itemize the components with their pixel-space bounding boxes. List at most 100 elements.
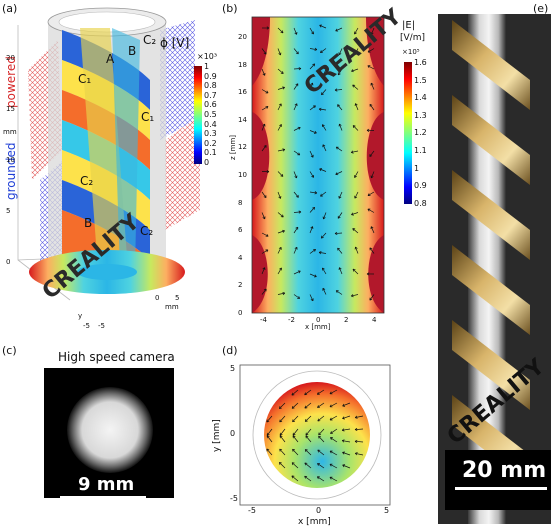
panel-c-letter: (c) (2, 344, 17, 357)
d-y-tick-2: -5 (230, 494, 238, 503)
field-arrow-head (297, 152, 301, 156)
field-arrow (261, 106, 269, 111)
xy-arrow-head (317, 405, 320, 408)
field-arrow (309, 48, 317, 51)
xy-arrow-head (329, 391, 333, 395)
field-arrow (309, 226, 313, 234)
xy-arrow-head (279, 419, 283, 423)
xy-arrow (279, 435, 286, 443)
field-arrow-head (335, 172, 339, 176)
field-arrow-head (266, 26, 270, 30)
label-C1-right: C₁ (141, 110, 155, 124)
phi-tick-6: 0.4 (204, 119, 217, 129)
xy-field-arrows (266, 389, 364, 482)
field-arrow (370, 171, 375, 179)
field-arrow-head (369, 247, 373, 251)
panel-d-xlabel: x [mm] (298, 517, 331, 527)
panel-b-ylabel: z [mm] (229, 135, 237, 160)
field-arrow-head (294, 175, 298, 179)
field-arrow (293, 171, 297, 179)
field-arrow-head (335, 28, 339, 32)
field-arrow (309, 294, 314, 301)
xy-arrow-head (354, 439, 358, 444)
field-arrow-head (367, 49, 371, 53)
field-arrow (293, 294, 300, 299)
xy-arrow (266, 448, 273, 456)
field-arrow (322, 288, 327, 295)
field-arrow (261, 48, 267, 55)
field-arrow (322, 144, 327, 152)
b-y-tick-4: 12 (238, 143, 247, 152)
b-y-tick-9: 2 (238, 281, 243, 290)
xy-arrow (342, 464, 351, 469)
xy-arrow (354, 428, 364, 430)
label-B-bottom: B (84, 216, 93, 230)
xy-arrow-head (266, 435, 270, 439)
xy-arrow-head (266, 419, 270, 423)
field-arrow (352, 125, 359, 131)
field-arrow (261, 191, 267, 198)
field-arrow-head (320, 50, 323, 54)
field-arrow-head (367, 65, 371, 69)
field-arrow-head (314, 191, 318, 195)
field-arrow (322, 267, 327, 275)
xy-arrow-head (330, 437, 333, 440)
field-arrow (323, 212, 327, 220)
phi-tick-8: 0.2 (204, 138, 217, 148)
field-arrow-head (278, 246, 282, 250)
field-arrow (293, 27, 297, 35)
xy-arrow-head (279, 432, 283, 436)
phi-tick-2: 0.8 (204, 81, 217, 91)
field-arrow (309, 273, 317, 278)
xy-arrow (279, 428, 286, 436)
field-arrow-head (265, 233, 269, 237)
field-arrow-head (322, 216, 326, 220)
powered-label: powered (4, 56, 18, 108)
field-arrow (352, 228, 359, 234)
xy-arrow-head (318, 435, 322, 439)
field-arrow-head (265, 106, 269, 109)
field-arrow (277, 247, 282, 254)
field-arrow-head (265, 90, 269, 94)
xy-arrow-head (342, 451, 345, 455)
field-arrow-head (322, 287, 326, 291)
xy-arrow-head (266, 448, 270, 452)
field-arrow-head (312, 206, 316, 210)
field-arrow (309, 207, 315, 213)
xy-arrow (292, 428, 299, 436)
xy-arrow (305, 415, 312, 422)
field-arrow (277, 191, 281, 199)
xy-arrow (329, 402, 338, 408)
field-arrow (293, 150, 301, 156)
field-arrow-head (310, 154, 314, 158)
field-arrow (277, 212, 284, 218)
xy-arrow (342, 440, 351, 443)
b-y-tick-3: 14 (238, 115, 247, 124)
field-arrow (309, 130, 317, 134)
xy-arrow (279, 402, 286, 409)
xy-arrow-head (291, 405, 295, 409)
panel-a-letter: (a) (2, 2, 18, 15)
panel-b-xlabel: x [mm] (305, 323, 331, 331)
xy-arrow-head (279, 448, 283, 452)
panel-c (44, 368, 174, 499)
d-x-tick-2: 5 (384, 506, 390, 515)
field-arrow (370, 226, 375, 234)
field-arrow-head (282, 229, 285, 233)
b-y-tick-1: 18 (238, 60, 247, 69)
field-arrow (309, 105, 316, 111)
field-arrow (335, 171, 343, 175)
field-arrow-head (278, 103, 282, 107)
field-arrow-head (367, 208, 371, 212)
field-arrow-head (295, 83, 299, 87)
field-arrow-head (263, 288, 267, 292)
field-arrow-head (313, 105, 316, 109)
panel-d (239, 364, 391, 506)
xy-arrow-head (318, 432, 322, 436)
phi-colorbar-title: ϕ [V] (160, 36, 190, 50)
field-arrow-head (322, 144, 326, 148)
field-arrow-head (321, 92, 324, 96)
field-arrow (277, 267, 282, 275)
field-arrow (277, 171, 284, 177)
